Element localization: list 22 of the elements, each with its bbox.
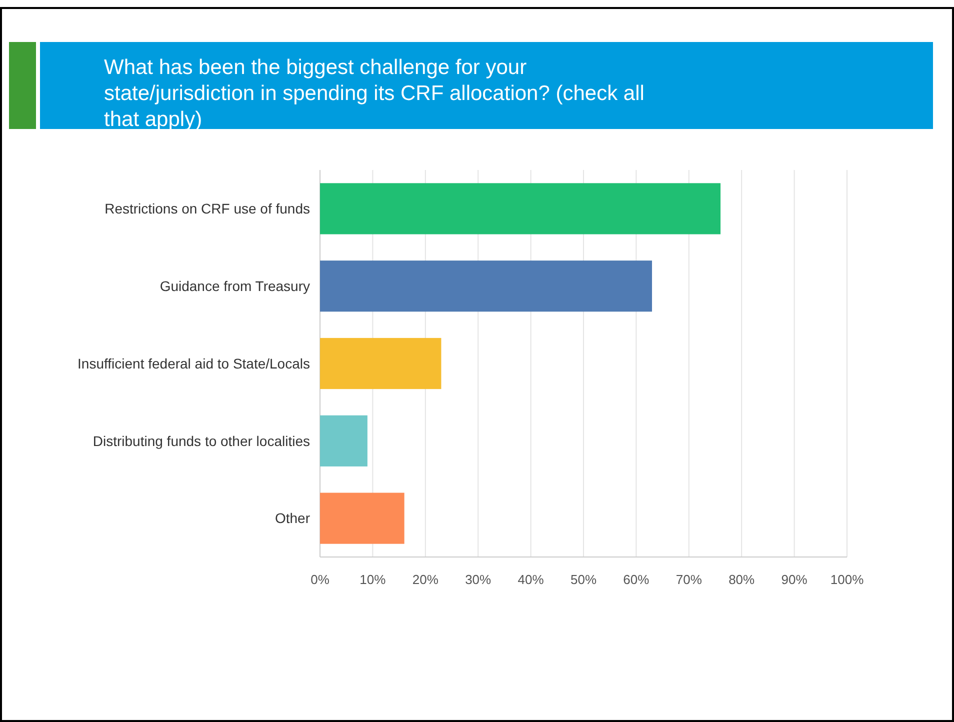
y-tick-label: Restrictions on CRF use of funds: [104, 200, 310, 217]
x-tick-label: 60%: [623, 572, 650, 587]
x-tick-label: 50%: [570, 572, 597, 587]
bar: [320, 183, 721, 234]
x-tick-label: 100%: [830, 572, 864, 587]
y-tick-label: Guidance from Treasury: [160, 278, 310, 294]
bar: [320, 338, 442, 390]
x-tick-label: 10%: [360, 572, 386, 587]
y-tick-label: Other: [274, 510, 310, 526]
bar: [320, 260, 652, 312]
bar: [320, 492, 404, 544]
bar: [320, 415, 368, 466]
x-tick-label: 30%: [465, 572, 492, 587]
y-tick-label: Distributing funds to other localities: [92, 432, 310, 449]
x-tick-label: 90%: [781, 572, 808, 587]
chart-title: What has been the biggest challenge for your state/jurisdiction in spending its CRF allocation? (check all that apply): [104, 56, 644, 131]
x-tick-label: 0%: [310, 572, 330, 587]
x-tick-label: 20%: [412, 572, 439, 587]
x-tick-label: 70%: [676, 572, 702, 587]
x-tick-label: 80%: [728, 572, 756, 587]
y-tick-label: Insufficient federal aid to State/Locals: [78, 355, 310, 372]
x-tick-label: 40%: [518, 572, 544, 587]
